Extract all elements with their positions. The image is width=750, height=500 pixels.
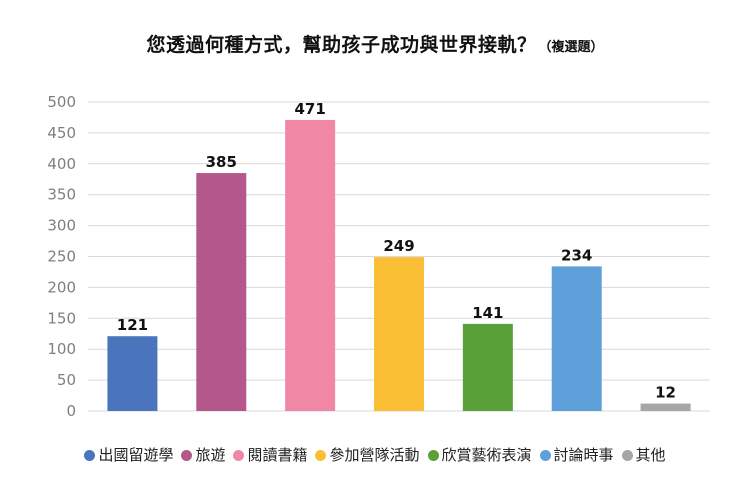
bar [107,336,158,411]
legend-item: 閱讀書籍 [233,444,307,465]
legend-label: 出國留遊學 [98,446,174,464]
data-label: 141 [472,304,503,322]
data-label: 471 [294,100,325,118]
legend-item: 參加營隊活動 [315,444,420,465]
y-tick-label: 50 [57,371,76,389]
legend-label: 其他 [635,446,666,464]
y-tick-label: 400 [47,155,76,173]
y-tick-label: 500 [47,93,76,111]
y-axis-tick-labels: 0 50 100 150 200 250 300 350 400 450 500 [47,93,76,420]
legend-marker-icon [233,450,245,461]
legend-marker-icon [539,450,551,461]
bars [107,119,691,411]
bar [640,403,691,411]
legend-item: 出國留遊學 [84,444,173,465]
y-tick-label: 450 [47,124,76,142]
legend-label: 參加營隊活動 [329,446,420,464]
legend: 出國留遊學 旅遊 閱讀書籍 參加營隊活動 欣賞藝術表演 討論時事 其他 [0,444,750,465]
bar [196,173,247,411]
legend-label: 欣賞藝術表演 [441,446,532,464]
legend-label: 討論時事 [553,446,614,464]
legend-label: 閱讀書籍 [247,446,308,464]
legend-item: 討論時事 [539,444,614,465]
bar [285,119,336,411]
y-tick-label: 150 [47,309,76,327]
bar [551,266,602,411]
chart-title-block: 您透過何種方式，幫助孩子成功與世界接軌？ （複選題） [0,30,750,57]
grid-lines [88,101,710,412]
chart-title: 您透過何種方式，幫助孩子成功與世界接軌？ [146,34,537,56]
y-tick-label: 300 [47,217,76,235]
legend-item: 旅遊 [181,444,225,465]
legend-marker-icon [84,450,96,461]
legend-marker-icon [427,450,439,461]
legend-item: 其他 [621,444,666,465]
data-label: 249 [383,237,414,255]
y-tick-label: 100 [47,340,76,358]
y-tick-label: 0 [66,402,76,420]
legend-label: 旅遊 [195,446,226,464]
data-labels: 121 385 471 249 141 234 12 [117,100,676,402]
data-label: 12 [655,384,676,402]
legend-marker-icon [181,450,193,461]
chart-subtitle: （複選題） [538,40,604,55]
y-tick-label: 250 [47,248,76,266]
data-label: 121 [117,316,148,334]
legend-item: 欣賞藝術表演 [427,444,532,465]
legend-marker-icon [315,450,327,461]
y-tick-label: 200 [47,278,76,296]
data-label: 234 [561,246,592,264]
legend-marker-icon [621,450,633,461]
bar [462,323,513,411]
y-tick-label: 350 [47,186,76,204]
data-label: 385 [206,153,237,171]
bar [374,257,424,411]
